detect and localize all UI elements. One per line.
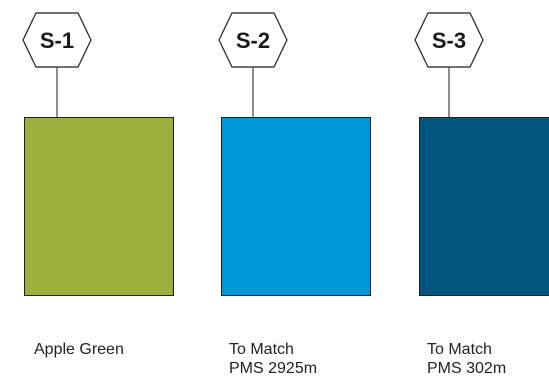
swatch-caption: To Match PMS 302m xyxy=(427,340,506,378)
swatch-tag-s2: S-2 xyxy=(218,12,288,117)
swatch-caption: To Match PMS 2925m xyxy=(229,340,317,378)
color-swatch-pms-2925 xyxy=(221,117,371,296)
caption-line: To Match xyxy=(229,341,294,358)
swatch-tag-label: S-1 xyxy=(40,28,74,53)
swatch-tag-label: S-2 xyxy=(236,28,270,53)
hexagon-icon xyxy=(218,12,288,68)
swatch-tag-s1: S-1 xyxy=(22,12,92,117)
hexagon-icon xyxy=(414,12,484,68)
swatch-tag-s3: S-3 xyxy=(414,12,484,117)
swatch-caption: Apple Green xyxy=(34,340,124,359)
caption-line: Apple Green xyxy=(34,341,124,358)
hexagon-icon xyxy=(22,12,92,68)
swatch-tags: S-1 S-2 S-3 xyxy=(22,12,484,117)
caption-line: PMS 302m xyxy=(427,360,507,377)
caption-line: PMS 2925m xyxy=(229,360,318,377)
caption-line: To Match xyxy=(427,341,492,358)
color-swatch-pms-302 xyxy=(419,117,549,296)
color-swatch-apple-green xyxy=(24,117,174,296)
swatch-tag-label: S-3 xyxy=(432,28,466,53)
